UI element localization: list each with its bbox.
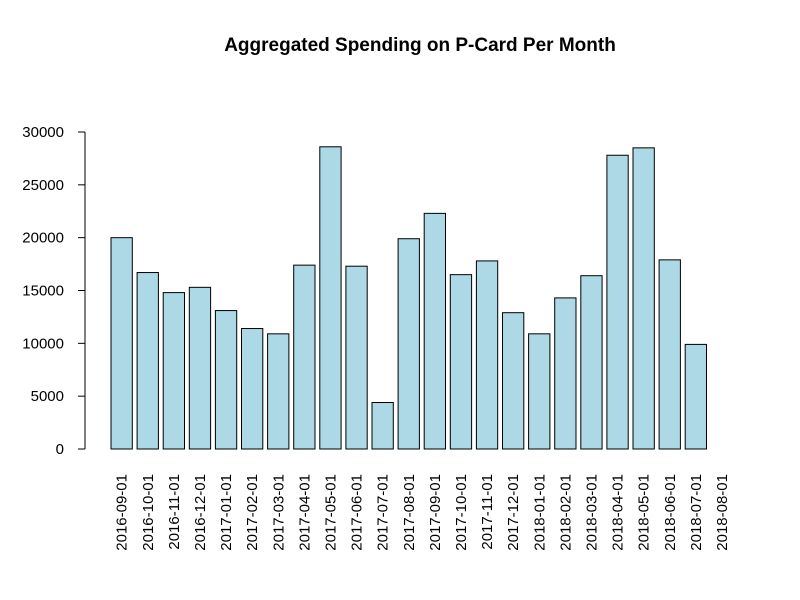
x-tick-label: 2018-07-01 xyxy=(688,474,705,551)
x-tick-label: 2018-01-01 xyxy=(531,474,548,551)
x-tick-label: 2017-01-01 xyxy=(218,474,235,551)
bar-2018-05-01 xyxy=(632,147,655,450)
y-tick-label: 20000 xyxy=(22,230,64,247)
x-tick-label: 2018-03-01 xyxy=(583,474,600,551)
bar-2018-04-01 xyxy=(606,154,629,450)
x-tick-label: 2018-08-01 xyxy=(714,474,731,551)
bar-2016-12-01 xyxy=(188,286,212,450)
x-tick-label: 2016-09-01 xyxy=(114,474,131,551)
bar-2017-07-01 xyxy=(371,402,394,450)
bar-2017-10-01 xyxy=(449,274,473,450)
bar-2017-08-01 xyxy=(397,238,420,450)
x-tick-label: 2017-09-01 xyxy=(427,474,444,551)
x-tick-label: 2017-06-01 xyxy=(349,474,366,551)
y-tick-label: 25000 xyxy=(22,177,64,194)
bar-2017-09-01 xyxy=(423,212,447,450)
y-tick-label: 10000 xyxy=(22,335,64,352)
x-tick-label: 2016-11-01 xyxy=(166,474,183,550)
x-tick-label: 2017-04-01 xyxy=(296,474,313,551)
chart-title: Aggregated Spending on P-Card Per Month xyxy=(224,35,616,56)
bar-2018-06-01 xyxy=(658,259,681,450)
bar-2017-06-01 xyxy=(345,265,368,450)
x-tick-label: 2018-06-01 xyxy=(662,474,679,551)
x-tick-label: 2017-08-01 xyxy=(401,474,418,551)
bar-2017-05-01 xyxy=(319,146,342,450)
x-tick-label: 2018-04-01 xyxy=(610,474,627,551)
x-tick-labels: 2016-09-01 2016-10-01 2016-11-01 2016-12-01… xyxy=(114,474,731,551)
bar-2018-07-01 xyxy=(684,343,708,450)
x-tick-label: 2017-07-01 xyxy=(375,474,392,551)
y-tick-label: 0 xyxy=(56,441,64,458)
bar-2017-12-01 xyxy=(502,312,525,450)
y-axis: 0 5000 10000 15000 20000 25000 30000 xyxy=(22,124,86,458)
x-tick-label: 2017-12-01 xyxy=(505,474,522,551)
bar-2017-03-01 xyxy=(267,333,290,450)
y-tick-label: 30000 xyxy=(22,124,64,141)
bars xyxy=(110,146,708,450)
x-tick-label: 2018-02-01 xyxy=(557,474,574,551)
x-tick-label: 2016-12-01 xyxy=(192,474,209,551)
bar-2018-03-01 xyxy=(580,275,603,450)
bar-2016-10-01 xyxy=(136,272,159,450)
bar-2017-01-01 xyxy=(214,310,238,450)
x-tick-label: 2017-05-01 xyxy=(322,474,339,551)
x-tick-label: 2017-03-01 xyxy=(270,474,287,551)
bar-2016-09-01 xyxy=(110,237,133,450)
y-tick-label: 5000 xyxy=(31,388,64,405)
bar-2016-11-01 xyxy=(162,292,185,450)
y-tick-label: 15000 xyxy=(22,283,64,300)
x-tick-label: 2017-10-01 xyxy=(453,474,470,551)
bar-2017-11-01 xyxy=(475,260,499,450)
x-tick-label: 2016-10-01 xyxy=(140,474,157,551)
bar-2018-02-01 xyxy=(554,297,577,450)
x-tick-label: 2017-02-01 xyxy=(244,474,261,551)
x-tick-label: 2018-05-01 xyxy=(636,474,653,551)
x-tick-label: 2017-11-01 xyxy=(479,474,496,550)
bar-2018-01-01 xyxy=(528,333,551,450)
bar-2017-04-01 xyxy=(293,264,316,450)
bar-2017-02-01 xyxy=(241,328,264,450)
